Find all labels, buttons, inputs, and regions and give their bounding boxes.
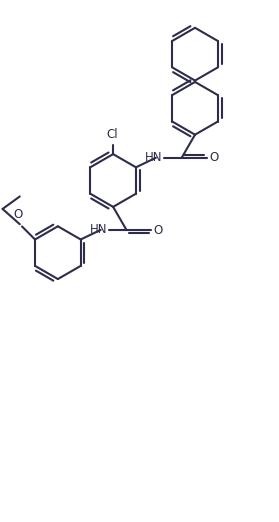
Text: HN: HN [145, 151, 162, 164]
Text: O: O [154, 224, 163, 237]
Text: O: O [14, 208, 23, 221]
Text: HN: HN [90, 223, 107, 236]
Text: O: O [209, 151, 218, 164]
Text: Cl: Cl [106, 128, 117, 141]
